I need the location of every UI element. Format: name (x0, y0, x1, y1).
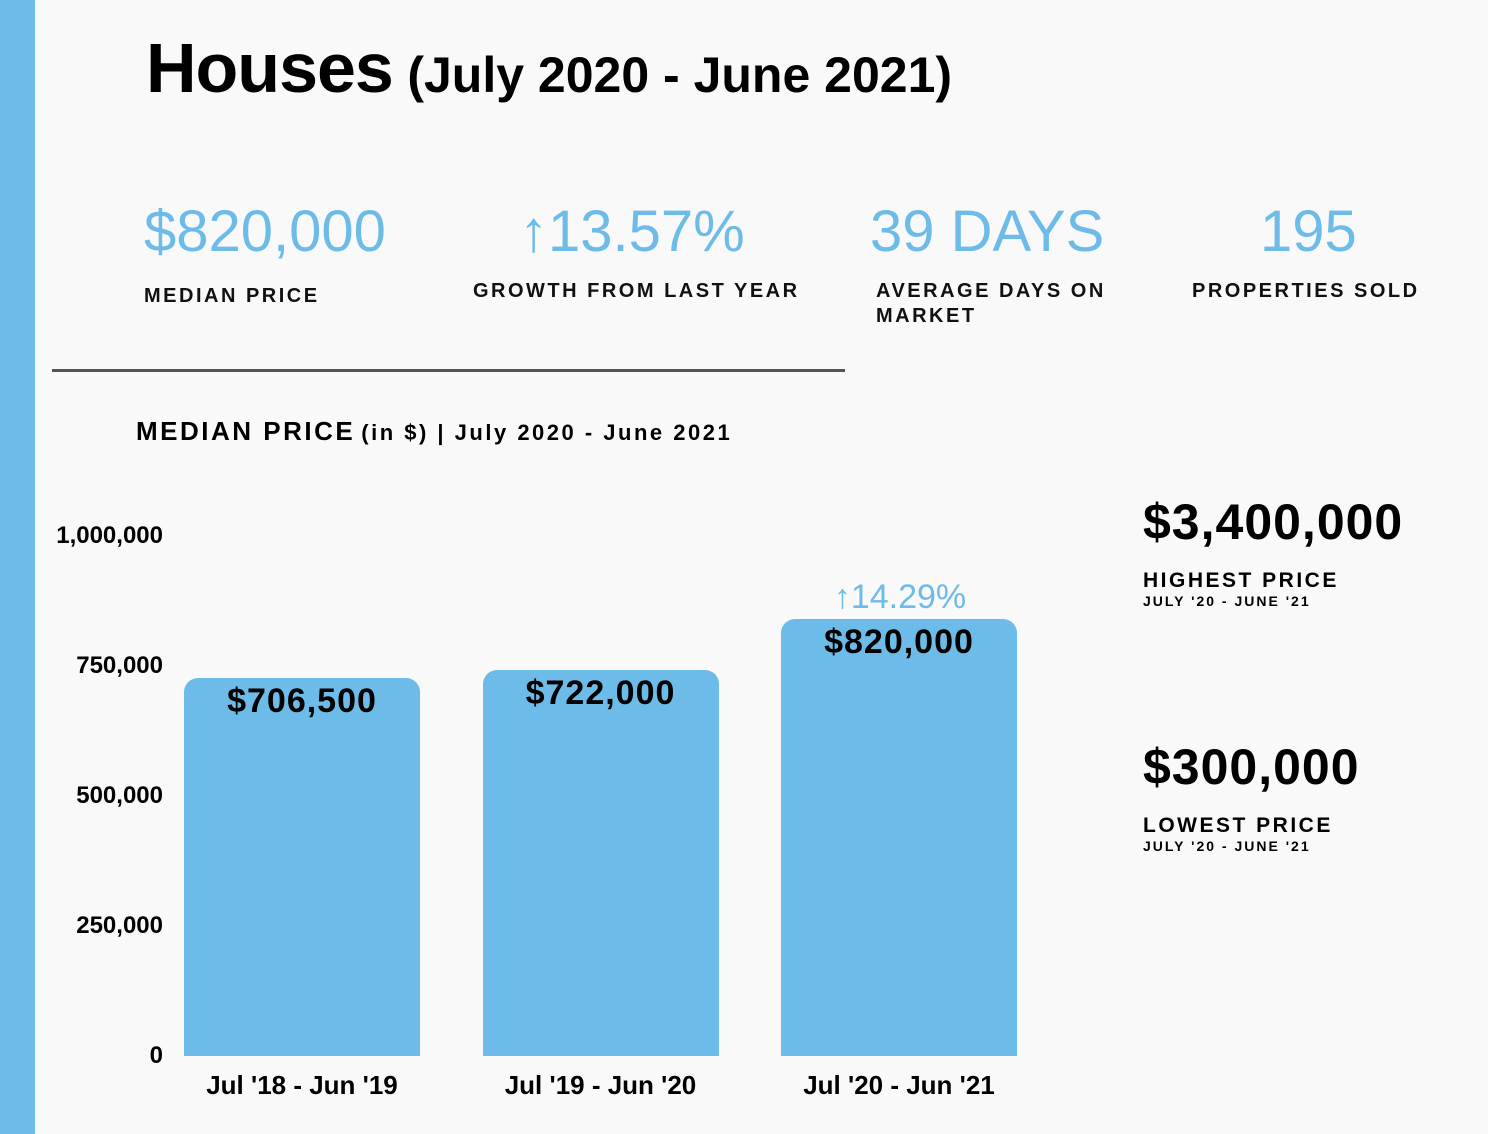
lowest-price-label: LOWEST PRICE (1143, 814, 1333, 837)
stat-growth: ↑13.57% GROWTH FROM LAST YEAR (473, 203, 800, 304)
up-arrow-icon: ↑ (833, 578, 851, 616)
y-tick-label: 750,000 (76, 652, 163, 679)
highest-price-block: $3,400,000 HIGHEST PRICE JULY '20 - JUNE… (1143, 497, 1403, 609)
bar-data-label: $722,000 (525, 673, 676, 712)
stat-growth-label: GROWTH FROM LAST YEAR (473, 280, 800, 302)
stat-median-price-value: $820,000 (144, 199, 386, 264)
x-tick-label: Jul '19 - Jun '20 (504, 1070, 697, 1100)
side-accent-bar (0, 0, 35, 1134)
highest-price-period: JULY '20 - JUNE '21 (1143, 593, 1311, 609)
bar-jul20-jun21 (781, 618, 1017, 1056)
stat-days-label: AVERAGE DAYS ON MARKET (876, 280, 1106, 327)
y-tick-label: 1,000,000 (56, 522, 163, 549)
stat-median-price-label: MEDIAN PRICE (144, 285, 320, 307)
highest-price-value: $3,400,000 (1143, 494, 1404, 550)
x-tick-label: Jul '18 - Jun '19 (206, 1070, 398, 1100)
chart-title: MEDIAN PRICE (in $) | July 2020 - June 20… (136, 416, 732, 447)
title-period: (July 2020 - June 2021) (407, 47, 953, 103)
x-tick-label: Jul '20 - Jun '21 (803, 1070, 995, 1100)
y-tick-label: 500,000 (76, 782, 163, 809)
stat-properties-sold: 195 PROPERTIES SOLD (1192, 203, 1420, 304)
highest-price-label: HIGHEST PRICE (1143, 569, 1339, 592)
stat-growth-value: 13.57% (548, 199, 745, 264)
lowest-price-period: JULY '20 - JUNE '21 (1143, 838, 1311, 854)
stat-sold-value: 195 (1260, 199, 1357, 264)
y-tick-label: 250,000 (76, 912, 163, 939)
growth-annotation: ↑14.29% (780, 578, 1020, 617)
bar-jul18-jun19 (184, 677, 420, 1056)
page-title: Houses (July 2020 - June 2021) (146, 28, 952, 108)
bar-data-label: $706,500 (227, 681, 377, 720)
stat-median-price: $820,000 MEDIAN PRICE (144, 203, 386, 309)
stat-days-on-market: 39 DAYS AVERAGE DAYS ON MARKET (870, 203, 1116, 329)
title-main: Houses (146, 29, 394, 107)
growth-annotation-value: 14.29% (850, 578, 967, 616)
stat-sold-label: PROPERTIES SOLD (1192, 280, 1420, 302)
lowest-price-block: $300,000 LOWEST PRICE JULY '20 - JUNE '2… (1143, 742, 1360, 854)
bar-data-label: $820,000 (824, 622, 974, 661)
chart-title-main: MEDIAN PRICE (136, 416, 356, 446)
stat-days-value: 39 DAYS (870, 199, 1105, 264)
up-arrow-icon: ↑ (519, 199, 548, 264)
bar-jul19-jun20 (482, 669, 719, 1056)
y-tick-label: 0 (149, 1042, 163, 1069)
lowest-price-value: $300,000 (1143, 739, 1360, 795)
divider (52, 369, 845, 372)
chart-subtitle: (in $) | July 2020 - June 2021 (361, 420, 733, 445)
